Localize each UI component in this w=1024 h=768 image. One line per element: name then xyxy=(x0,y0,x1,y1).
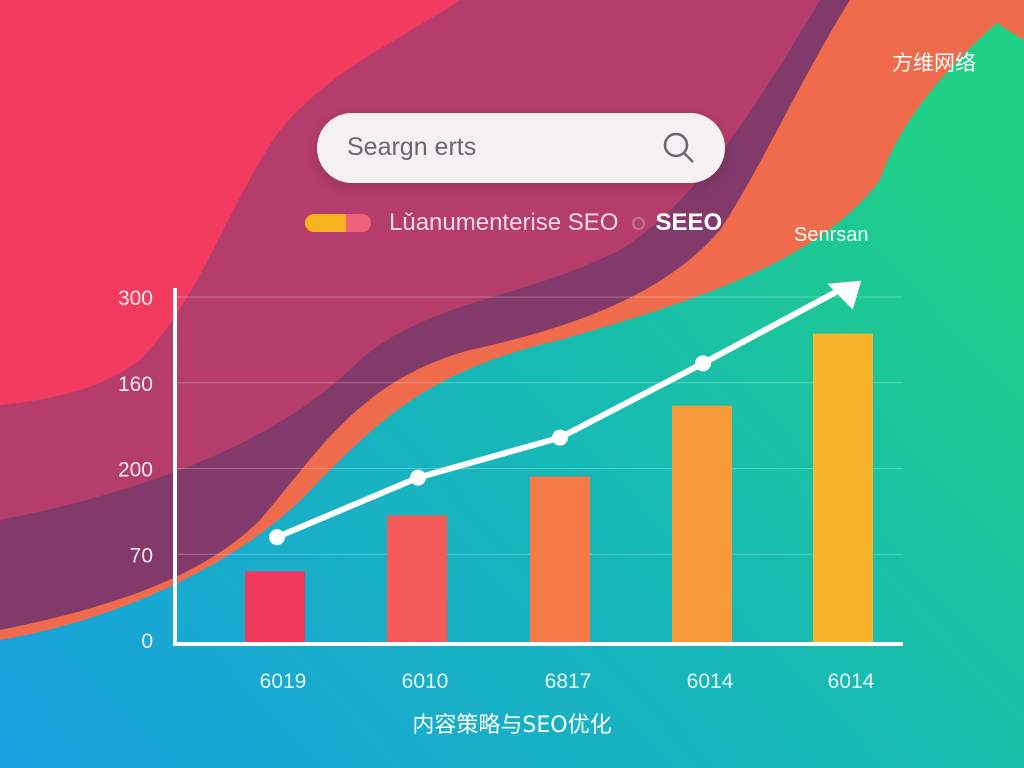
x-tick-label: 6014 xyxy=(687,670,734,693)
series-label: Senrsan xyxy=(794,224,869,246)
legend-item: Lǔanumenterise SEO xyxy=(389,209,619,236)
search-input[interactable]: Seargn erts xyxy=(347,133,477,161)
brand-label: 方维网络 xyxy=(892,51,976,75)
legend: Lǔanumenterise SEO SEEO xyxy=(305,209,722,237)
x-tick-label: 6817 xyxy=(545,670,592,693)
x-tick-label: 6010 xyxy=(402,670,449,693)
legend-item: SEEO xyxy=(655,209,723,236)
line-point xyxy=(695,355,711,372)
bar xyxy=(813,333,873,644)
y-tick-label: 300 xyxy=(118,287,153,310)
search-icon[interactable] xyxy=(661,130,697,166)
search-bar[interactable]: Seargn erts xyxy=(317,113,725,183)
bar xyxy=(387,515,447,644)
y-tick-label: 160 xyxy=(118,373,153,396)
arrow-head-icon xyxy=(827,280,862,310)
y-tick-label: 70 xyxy=(130,544,153,567)
y-tick-label: 200 xyxy=(118,459,153,482)
bar xyxy=(530,476,590,644)
line-point xyxy=(410,469,426,486)
y-tick-label: 0 xyxy=(141,630,153,653)
legend-dot xyxy=(632,216,646,230)
bar xyxy=(672,405,732,644)
x-tick-label: 6014 xyxy=(828,670,875,693)
chart-caption: 内容策略与SEO优化 xyxy=(412,713,612,738)
line-point xyxy=(552,429,568,446)
bar xyxy=(245,571,305,644)
line-point xyxy=(269,529,285,546)
legend-swatch xyxy=(305,214,371,232)
x-tick-label: 6019 xyxy=(260,670,307,693)
